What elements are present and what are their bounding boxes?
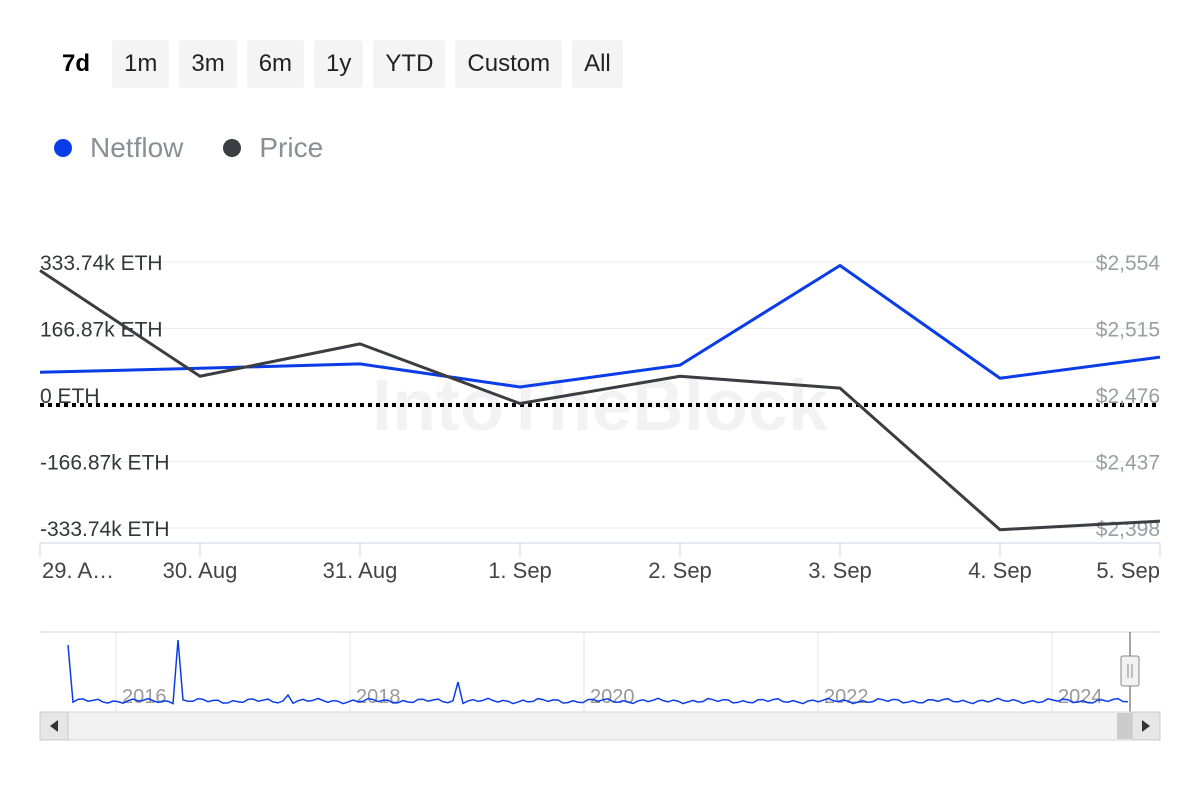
navigator-year-label: 2022 — [824, 686, 869, 708]
left-axis-tick-label: -333.74k ETH — [40, 518, 170, 541]
navigator-year-label: 2024 — [1058, 686, 1103, 708]
chart-legend: Netflow Price — [54, 132, 323, 164]
x-axis-tick-label: 30. Aug — [163, 558, 238, 583]
x-axis-tick-label: 5. Sep — [1096, 558, 1160, 583]
legend-item-netflow[interactable]: Netflow — [54, 132, 183, 164]
x-axis-tick-label: 29. A… — [42, 558, 114, 583]
left-axis-tick-label: 333.74k ETH — [40, 252, 163, 275]
legend-label-price: Price — [259, 132, 324, 163]
navigator-year-label: 2016 — [122, 686, 167, 708]
legend-item-price[interactable]: Price — [223, 132, 323, 164]
range-1m-button[interactable]: 1m — [112, 40, 170, 88]
range-selector: 7d 1m 3m 6m 1y YTD Custom All — [50, 40, 623, 88]
left-axis-tick-label: 166.87k ETH — [40, 319, 163, 342]
navigator-year-label: 2018 — [356, 686, 401, 708]
netflow-dot-icon — [54, 139, 72, 157]
range-1y-button[interactable]: 1y — [314, 40, 364, 88]
right-axis-tick-label: $2,437 — [1096, 452, 1160, 475]
right-axis-tick-label: $2,515 — [1096, 319, 1160, 342]
right-axis-tick-label: $2,554 — [1096, 252, 1161, 275]
navigator-handle-icon[interactable] — [1120, 655, 1140, 687]
scrollbar-thumb[interactable] — [1117, 713, 1132, 739]
range-7d-button[interactable]: 7d — [50, 40, 103, 88]
navigator-history-line — [67, 639, 1129, 705]
range-6m-button[interactable]: 6m — [246, 40, 305, 88]
range-all-button[interactable]: All — [572, 40, 623, 88]
scrollbar-track — [39, 711, 1161, 741]
range-3m-button[interactable]: 3m — [179, 40, 237, 88]
x-axis-tick-label: 2. Sep — [648, 558, 712, 583]
left-axis-tick-label: -166.87k ETH — [40, 452, 170, 475]
series-line-price — [39, 269, 1161, 532]
x-axis-tick-label: 31. Aug — [323, 558, 398, 583]
right-axis-tick-label: $2,476 — [1096, 385, 1160, 408]
price-dot-icon — [223, 139, 242, 157]
scroll-right-arrow-icon — [1142, 720, 1150, 732]
range-custom-button[interactable]: Custom — [455, 40, 563, 88]
navigator-year-label: 2020 — [590, 686, 635, 708]
x-axis-tick-label: 3. Sep — [808, 558, 872, 583]
x-axis-tick-label: 4. Sep — [968, 558, 1032, 583]
range-ytd-button[interactable]: YTD — [373, 40, 446, 88]
left-axis-tick-label: 0 ETH — [40, 385, 100, 408]
legend-label-netflow: Netflow — [90, 132, 184, 163]
series-line-netflow — [39, 263, 1161, 389]
x-axis-tick-label: 1. Sep — [488, 558, 552, 583]
scroll-left-arrow-icon — [50, 720, 58, 732]
